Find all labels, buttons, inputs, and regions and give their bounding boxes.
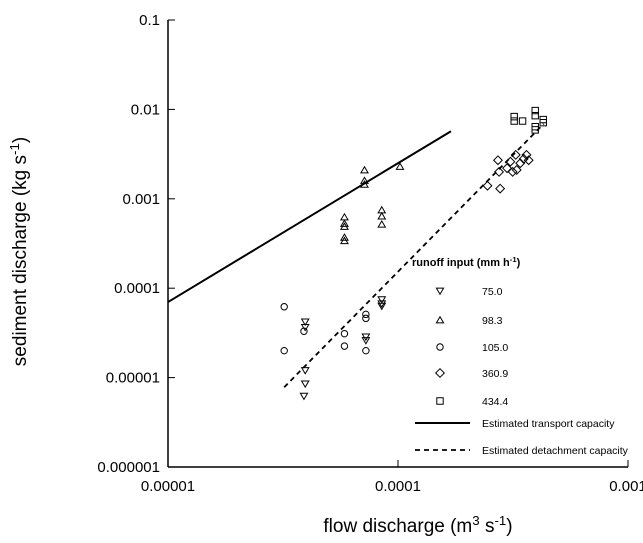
data-point: [300, 380, 310, 389]
data-point: [482, 180, 493, 191]
y-tick-label: 0.001: [122, 191, 160, 208]
y-tick-label: 0.01: [131, 101, 160, 118]
data-point: [531, 112, 539, 120]
data-point: [360, 180, 369, 188]
series-98-3: [339, 162, 405, 245]
legend-label: 434.4: [482, 396, 508, 408]
x-tick-label: 0.001: [609, 478, 643, 495]
data-point: [521, 149, 532, 160]
data-point: [339, 212, 349, 221]
data-point: [494, 166, 505, 177]
transport-capacity-line: [167, 130, 452, 303]
legend: runoff input (mm h-1) 75.0 98.3 105.0 360.9 4…: [412, 255, 629, 458]
y-tick-label: 0.0001: [114, 280, 160, 297]
data-point: [510, 117, 518, 125]
y-axis-title: sediment discharge (kg s-1): [7, 137, 32, 366]
data-point: [300, 367, 310, 375]
data-point: [362, 346, 370, 355]
data-point: [518, 117, 527, 125]
legend-marker: [435, 287, 445, 296]
data-point: [299, 392, 309, 401]
series-434-4: [510, 106, 547, 134]
data-point: [377, 219, 387, 228]
data-point: [539, 118, 547, 127]
data-point: [505, 156, 516, 167]
data-point: [339, 236, 349, 245]
data-point: [510, 149, 521, 160]
axes: 0.00001 0.0001 0.001 0.000001 0.00001 0.0001 0…: [7, 12, 643, 537]
legend-label: 105.0: [482, 342, 508, 354]
data-point: [515, 158, 526, 169]
detachment-capacity-line: [283, 123, 545, 388]
data-point: [340, 342, 349, 350]
y-tick-label: 0.000001: [97, 459, 160, 476]
data-point: [339, 219, 349, 227]
series-360-9: [482, 149, 534, 194]
data-point: [377, 300, 387, 308]
data-point: [510, 112, 518, 121]
x-tick-label: 0.0001: [375, 478, 421, 495]
data-point: [395, 162, 405, 170]
data-point: [280, 346, 288, 355]
legend-line-label: Estimated detachment capacity: [482, 445, 629, 457]
data-point: [531, 126, 539, 134]
data-point: [339, 233, 349, 241]
y-tick-label: 0.00001: [106, 370, 160, 387]
data-point: [340, 329, 349, 338]
series-105-0: [280, 303, 370, 355]
data-point: [360, 165, 369, 174]
data-point: [377, 211, 387, 220]
legend-marker: [434, 367, 446, 379]
data-point: [377, 302, 387, 311]
data-point: [523, 155, 534, 166]
legend-marker: [436, 397, 444, 405]
data-point: [362, 314, 370, 323]
legend-label: 75.0: [482, 286, 503, 298]
data-point: [300, 323, 310, 332]
data-point: [507, 166, 518, 177]
data-point: [300, 327, 308, 335]
x-axis-title: flow discharge (m3 s-1): [323, 513, 512, 538]
data-point: [280, 303, 288, 311]
data-point: [502, 163, 513, 174]
legend-label: 360.9: [482, 368, 508, 380]
x-tick-label: 0.00001: [141, 478, 195, 495]
data-point: [300, 318, 310, 327]
data-point: [339, 222, 349, 230]
data-point: [361, 333, 371, 342]
legend-line-label: Estimated transport capacity: [482, 418, 615, 430]
data-point: [361, 337, 371, 345]
series-75-0: [299, 296, 387, 401]
legend-marker: [436, 343, 444, 351]
data-point: [495, 183, 506, 194]
legend-marker: [435, 315, 445, 324]
legend-title: runoff input (mm h-1): [412, 255, 521, 270]
legend-label: 98.3: [482, 315, 503, 327]
data-point: [511, 164, 522, 176]
data-point: [360, 176, 369, 184]
y-tick-label: 0.1: [139, 12, 160, 29]
data-point: [492, 155, 503, 166]
data-point: [377, 296, 387, 304]
plot-area: [167, 106, 547, 401]
data-point: [362, 310, 370, 319]
